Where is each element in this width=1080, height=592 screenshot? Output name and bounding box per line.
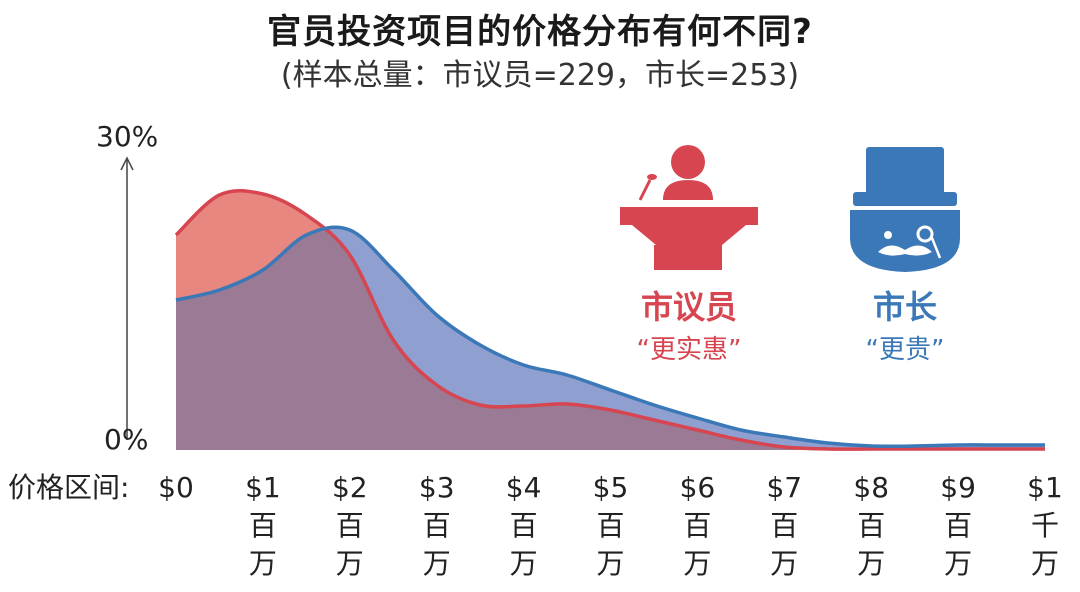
chart-title: 官员投资项目的价格分布有何不同? <box>267 12 813 52</box>
legend-mayor-label: 市长 <box>873 288 937 326</box>
x-tick-label-0-1: $0 <box>158 471 194 504</box>
legend-mayor-tagline: “更贵” <box>866 335 945 365</box>
x-tick-label-6-2: 百 <box>683 509 711 542</box>
x-axis-label: 价格区间: <box>8 471 129 504</box>
legend-council-tagline: “更实惠” <box>637 335 742 365</box>
x-tick-label-2-2: 百 <box>336 509 364 542</box>
mayor-line <box>175 225 1045 449</box>
chart-subtitle: (样本总量：市议员=229，市长=253) <box>280 58 800 93</box>
x-tick-label-3-2: 百 <box>423 509 451 542</box>
x-tick-labels: $0 $1百万$2百万$3百万$4百万$5百万$6百万$7百万$8百万$9百万$1… <box>158 471 1063 580</box>
council-line <box>174 188 1045 451</box>
x-tick-label-1-1: $1 <box>245 471 281 504</box>
x-tick-label-8-3: 万 <box>857 547 885 580</box>
x-tick-label-3-3: 万 <box>423 547 451 580</box>
y-tick-min: 0% <box>104 423 148 456</box>
x-tick-label-7-1: $7 <box>766 471 802 504</box>
x-tick-label-8-1: $8 <box>853 471 889 504</box>
x-tick-label-4-1: $4 <box>506 471 542 504</box>
x-tick-label-4-3: 万 <box>510 547 538 580</box>
x-tick-label-4-2: 百 <box>510 509 538 542</box>
x-tick-label-5-2: 百 <box>596 509 624 542</box>
x-tick-label-5-3: 万 <box>596 547 624 580</box>
x-tick-label-7-3: 万 <box>770 547 798 580</box>
x-tick-label-9-1: $9 <box>940 471 976 504</box>
y-axis <box>120 156 134 440</box>
x-tick-label-10-1: $1 <box>1027 471 1063 504</box>
x-tick-label-1-2: 百 <box>249 509 277 542</box>
x-tick-label-6-1: $6 <box>680 471 716 504</box>
x-tick-label-10-3: 万 <box>1031 547 1059 580</box>
y-tick-max: 30% <box>96 120 158 153</box>
x-tick-label-2-3: 万 <box>336 547 364 580</box>
x-tick-label-9-2: 百 <box>944 509 972 542</box>
x-tick-label-8-2: 百 <box>857 509 885 542</box>
x-tick-label-10-2: 千 <box>1031 509 1059 542</box>
x-tick-label-2-1: $2 <box>332 471 368 504</box>
legend-council-label: 市议员 <box>641 288 737 326</box>
x-tick-label-1-3: 万 <box>249 547 277 580</box>
x-tick-label-6-3: 万 <box>683 547 711 580</box>
x-tick-label-9-3: 万 <box>944 547 972 580</box>
x-tick-label-5-1: $5 <box>593 471 629 504</box>
x-tick-label-3-1: $3 <box>419 471 455 504</box>
podium-speaker-icon <box>620 145 758 270</box>
x-tick-label-7-2: 百 <box>770 509 798 542</box>
top-hat-mustache-icon <box>850 147 960 272</box>
